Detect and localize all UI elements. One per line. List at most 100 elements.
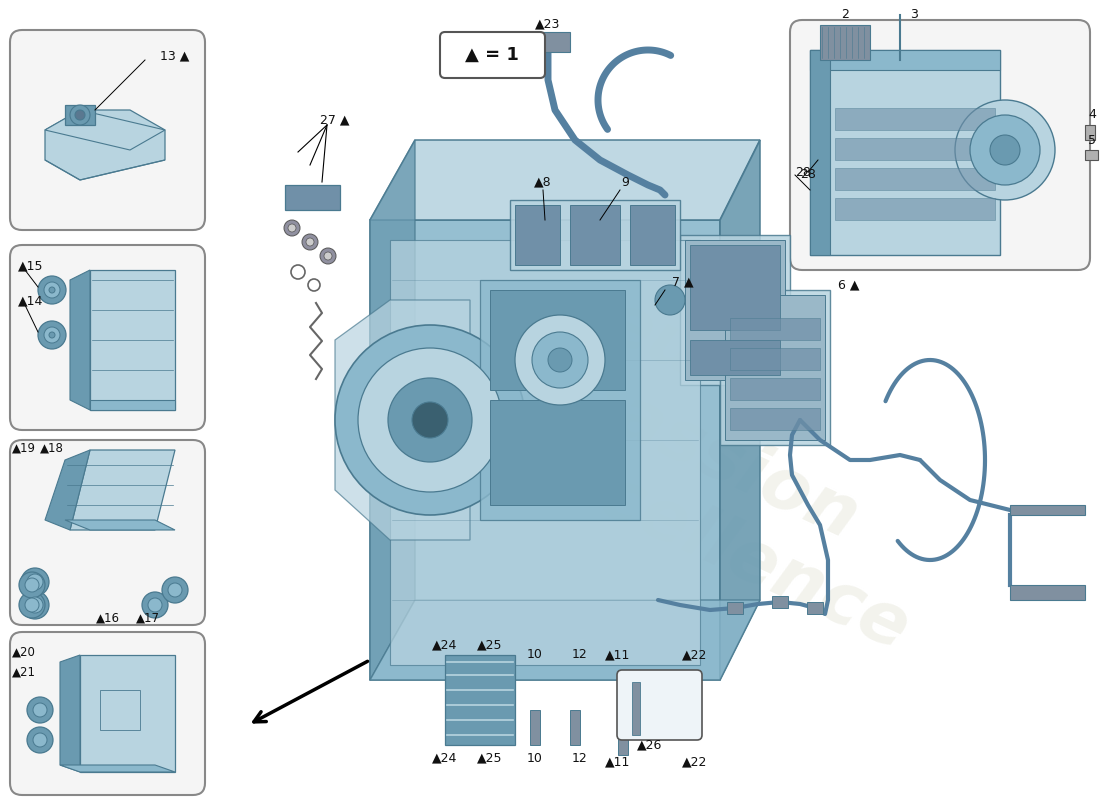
Circle shape [50, 332, 55, 338]
Circle shape [162, 577, 188, 603]
Text: ▲25: ▲25 [477, 751, 503, 765]
Circle shape [306, 238, 313, 246]
Polygon shape [100, 690, 140, 730]
Polygon shape [730, 348, 820, 370]
Text: 5: 5 [1088, 134, 1096, 146]
Text: ▲22: ▲22 [682, 755, 707, 769]
Polygon shape [370, 140, 760, 220]
Circle shape [168, 583, 182, 597]
Circle shape [19, 572, 45, 598]
Circle shape [25, 578, 39, 592]
Text: 3: 3 [910, 9, 917, 22]
Polygon shape [720, 140, 760, 680]
Polygon shape [90, 270, 175, 410]
FancyBboxPatch shape [440, 32, 544, 78]
Text: ▲11: ▲11 [605, 649, 630, 662]
Text: 7 ▲: 7 ▲ [672, 275, 694, 289]
Text: 10: 10 [527, 649, 543, 662]
Polygon shape [536, 32, 570, 52]
Circle shape [142, 592, 168, 618]
Circle shape [50, 287, 55, 293]
Polygon shape [45, 450, 90, 530]
Text: ▲19: ▲19 [12, 442, 36, 454]
Circle shape [28, 697, 53, 723]
Circle shape [324, 252, 332, 260]
Polygon shape [690, 245, 780, 330]
FancyBboxPatch shape [10, 30, 205, 230]
Polygon shape [730, 318, 820, 340]
Polygon shape [632, 682, 640, 735]
Text: ▲11: ▲11 [605, 755, 630, 769]
Polygon shape [810, 50, 830, 255]
Text: ▲20: ▲20 [12, 646, 36, 658]
Text: 12: 12 [572, 649, 587, 662]
FancyBboxPatch shape [617, 670, 702, 740]
Polygon shape [480, 280, 640, 520]
Polygon shape [90, 400, 175, 410]
FancyBboxPatch shape [10, 632, 205, 795]
Circle shape [21, 568, 50, 596]
Polygon shape [680, 235, 790, 385]
Text: 4: 4 [1088, 109, 1096, 122]
Polygon shape [60, 655, 80, 772]
Polygon shape [835, 168, 996, 190]
Circle shape [955, 100, 1055, 200]
Text: 27 ▲: 27 ▲ [320, 114, 350, 126]
Text: ▲24: ▲24 [432, 638, 458, 651]
Text: ▲16: ▲16 [96, 611, 120, 625]
Polygon shape [727, 602, 742, 614]
Polygon shape [370, 600, 760, 680]
Polygon shape [725, 295, 825, 440]
FancyBboxPatch shape [790, 20, 1090, 270]
Polygon shape [510, 200, 680, 270]
Polygon shape [515, 205, 560, 265]
Circle shape [532, 332, 588, 388]
Polygon shape [70, 450, 175, 530]
Circle shape [75, 110, 85, 120]
Polygon shape [690, 340, 780, 375]
Text: ▲17: ▲17 [136, 611, 160, 625]
Circle shape [288, 224, 296, 232]
Circle shape [412, 402, 448, 438]
Circle shape [515, 315, 605, 405]
Polygon shape [1085, 150, 1098, 160]
Circle shape [148, 598, 162, 612]
Circle shape [39, 321, 66, 349]
Polygon shape [1085, 125, 1094, 140]
Polygon shape [65, 105, 95, 125]
Polygon shape [45, 110, 165, 180]
Polygon shape [65, 520, 175, 530]
FancyBboxPatch shape [10, 245, 205, 430]
Circle shape [336, 325, 525, 515]
Polygon shape [820, 25, 870, 60]
Polygon shape [772, 596, 788, 608]
Polygon shape [45, 110, 165, 150]
Text: ▲14: ▲14 [18, 294, 43, 307]
Circle shape [44, 282, 60, 298]
Polygon shape [80, 655, 175, 772]
Circle shape [970, 115, 1040, 185]
Polygon shape [70, 270, 90, 410]
Circle shape [28, 574, 43, 590]
Polygon shape [835, 198, 996, 220]
Circle shape [19, 592, 45, 618]
Polygon shape [1010, 585, 1085, 600]
Circle shape [28, 597, 43, 613]
Polygon shape [490, 400, 625, 505]
Polygon shape [370, 220, 720, 680]
Text: 13 ▲: 13 ▲ [160, 50, 189, 62]
Text: 6 ▲: 6 ▲ [838, 278, 859, 291]
Text: europ
a passion
for excellence: europ a passion for excellence [373, 216, 987, 664]
Circle shape [990, 135, 1020, 165]
Polygon shape [490, 290, 625, 390]
Text: ▲8: ▲8 [535, 175, 552, 189]
Text: 28: 28 [800, 169, 816, 182]
Circle shape [28, 727, 53, 753]
Polygon shape [570, 710, 580, 745]
Circle shape [284, 220, 300, 236]
Polygon shape [730, 378, 820, 400]
Text: 9: 9 [621, 175, 629, 189]
Text: ▲24: ▲24 [432, 751, 458, 765]
Polygon shape [336, 300, 470, 540]
Circle shape [654, 285, 685, 315]
